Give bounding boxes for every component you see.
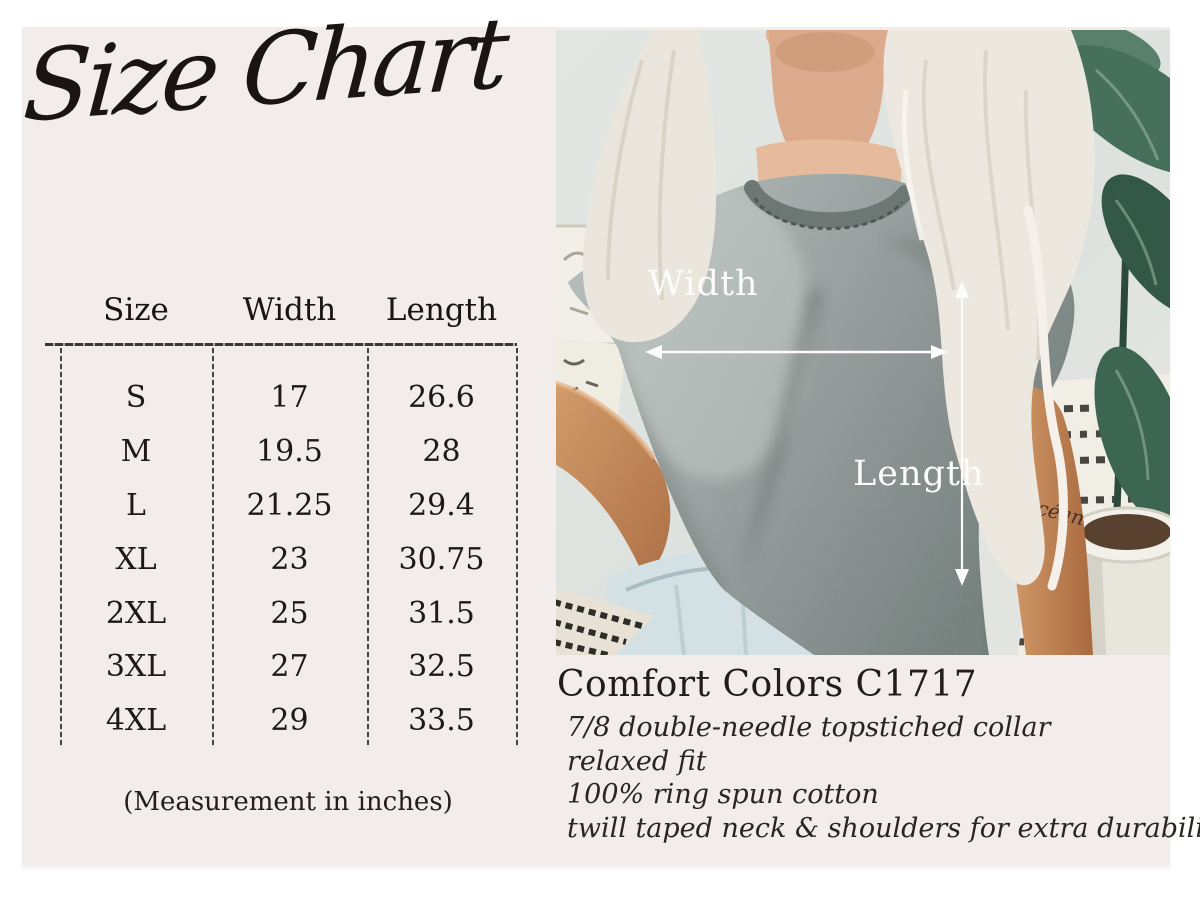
table-cell: 32.5 — [408, 649, 475, 685]
table-cell: 29 — [270, 703, 309, 739]
table-cell: 33.5 — [408, 703, 475, 739]
table-cell: XL — [115, 541, 157, 577]
table-row: 4XL 29 33.5 — [60, 694, 516, 748]
measurement-annotations: Width Length — [645, 264, 985, 586]
table-row: M 19.5 28 — [60, 425, 516, 479]
size-table-header: Size Width Length — [60, 292, 516, 328]
table-cell: L — [126, 487, 146, 523]
table-row: XL 23 30.75 — [60, 532, 516, 586]
table-grid-line — [212, 348, 214, 748]
table-cell: 28 — [422, 434, 461, 470]
product-heading: Comfort Colors C1717 — [557, 664, 978, 705]
plant-leaf — [1101, 174, 1170, 316]
page-title: Size Chart — [19, 0, 509, 145]
table-cell: 23 — [270, 541, 309, 577]
patterned-blanket — [556, 587, 654, 655]
length-label: Length — [853, 454, 985, 494]
product-detail-line: relaxed fit — [567, 745, 707, 777]
table-cell: 29.4 — [408, 487, 475, 523]
model-photo: Océan Width Length — [556, 30, 1170, 655]
measurement-note: (Measurement in inches) — [123, 787, 453, 817]
table-cell: 17 — [270, 380, 309, 416]
table-cell: 30.75 — [398, 541, 485, 577]
table-cell: S — [125, 380, 147, 416]
table-cell: 25 — [270, 595, 309, 631]
table-cell: 27 — [270, 649, 309, 685]
product-detail-line: 100% ring spun cotton — [567, 779, 879, 810]
product-details: 7/8 double-needle topstiched collar relax… — [567, 711, 1200, 845]
table-cell: 21.25 — [246, 487, 333, 523]
product-detail-line: 7/8 double-needle topstiched collar — [567, 712, 1051, 743]
tshirt-collar — [744, 180, 913, 229]
width-label: Width — [648, 264, 759, 304]
table-cell: 2XL — [105, 595, 167, 631]
table-grid-line — [60, 348, 62, 748]
table-row: 2XL 25 31.5 — [60, 586, 516, 640]
size-table-rows: S 17 26.6 M 19.5 28 L 21.25 29.4 XL 23 30.75 2XL 25 31… — [60, 371, 516, 748]
table-cell: 3XL — [105, 649, 167, 685]
photo-scene: Océan Width Length — [556, 30, 1170, 655]
table-grid-line — [367, 348, 369, 748]
table-row: 3XL 27 32.5 — [60, 640, 516, 694]
table-cell: 19.5 — [256, 434, 323, 470]
column-header: Width — [242, 292, 337, 328]
table-cell: 4XL — [105, 703, 167, 739]
collar-stitching — [753, 197, 904, 230]
table-header-rule — [45, 343, 517, 346]
hair-strand — [1023, 205, 1068, 591]
model-hair — [582, 30, 1095, 591]
column-header: Size — [103, 292, 169, 328]
pot-soil — [1083, 514, 1170, 550]
table-grid-line — [516, 348, 518, 748]
column-header: Length — [385, 292, 498, 328]
table-cell: M — [120, 434, 152, 470]
plant-leaf — [1055, 45, 1170, 175]
table-row: L 21.25 29.4 — [60, 479, 516, 533]
table-cell: 31.5 — [408, 595, 475, 631]
product-detail-line: twill taped neck & shoulders for extra d… — [567, 812, 1200, 844]
model-right-arm — [556, 380, 671, 577]
table-cell: 26.6 — [408, 380, 475, 416]
table-row: S 17 26.6 — [60, 371, 516, 425]
